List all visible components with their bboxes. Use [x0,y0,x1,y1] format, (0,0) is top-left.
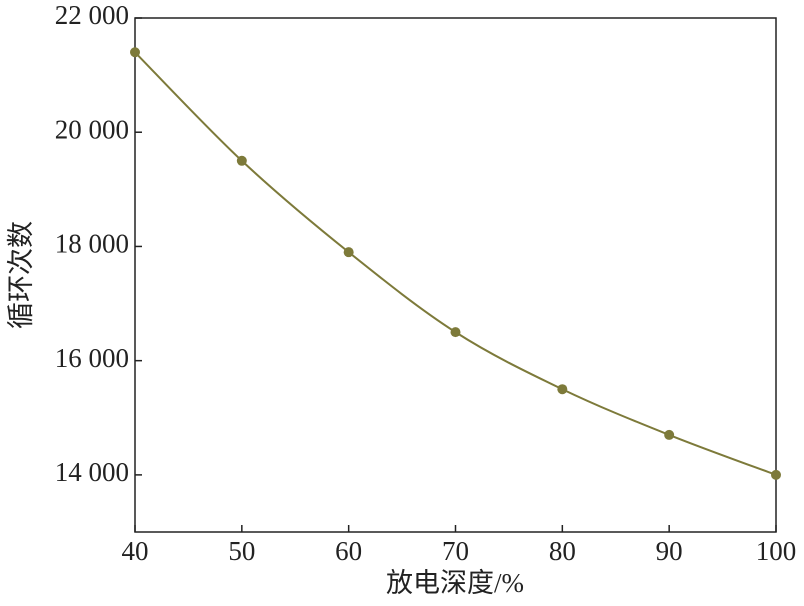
x-tick-label: 70 [442,536,469,566]
point [343,247,354,258]
series-line [134,51,777,476]
point [450,327,461,338]
x-tick-label: 40 [122,536,149,566]
y-tick-label: 18 000 [55,229,129,259]
x-tick-label: 50 [228,536,255,566]
x-tick-label: 60 [335,536,362,566]
point [236,155,247,166]
plot-frame [134,17,777,533]
point [557,384,568,395]
x-axis-label: 放电深度/% [386,568,524,598]
point [771,469,781,480]
y-axis-label: 循环次数 [6,221,36,329]
x-tick-label: 80 [549,536,576,566]
y-tick-label: 22 000 [55,0,129,30]
x-tick-label: 100 [756,536,797,566]
y-tick-label: 14 000 [55,457,129,487]
point [664,429,675,440]
point [130,47,140,58]
y-tick-label: 16 000 [55,343,129,373]
x-tick-label: 90 [656,536,683,566]
y-tick-label: 20 000 [55,114,129,144]
